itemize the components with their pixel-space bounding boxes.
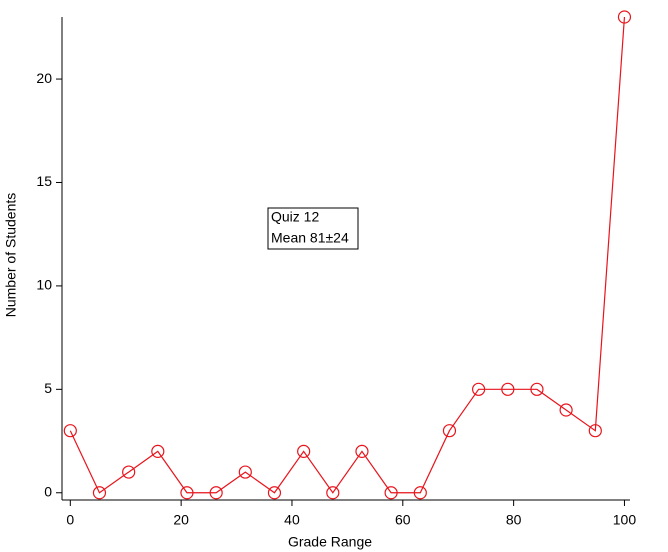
marker (151, 444, 165, 458)
marker (530, 382, 544, 396)
x-tick-label: 60 (395, 512, 411, 528)
y-axis-label: Number of Students (3, 193, 19, 318)
marker (501, 382, 515, 396)
marker (209, 486, 223, 500)
annotation: Mean 81±24 (271, 230, 349, 246)
marker (297, 444, 311, 458)
marker (559, 403, 573, 417)
y-tick-label: 15 (36, 173, 52, 189)
x-tick-label: 20 (173, 512, 189, 528)
y-tick-label: 5 (44, 380, 52, 396)
marker (472, 382, 486, 396)
annotation-box (267, 207, 359, 250)
marker (384, 486, 398, 500)
marker (180, 486, 194, 500)
x-axis-label: Grade Range (288, 534, 372, 550)
marker (413, 486, 427, 500)
marker (355, 444, 369, 458)
marker (326, 486, 340, 500)
marker (617, 10, 632, 24)
marker (442, 424, 457, 438)
y-tick-label: 0 (44, 483, 52, 499)
x-tick-label: 40 (284, 512, 300, 528)
annotation: Quiz 12 (271, 209, 319, 225)
x-tick-label: 0 (66, 512, 74, 528)
marker (267, 486, 282, 500)
marker (63, 424, 77, 438)
x-tick-label: 80 (506, 512, 522, 528)
x-tick-label: 100 (613, 512, 637, 528)
marker (122, 465, 136, 479)
marker (238, 465, 252, 479)
marker (588, 424, 602, 438)
marker (92, 486, 107, 500)
line (69, 16, 626, 494)
y-tick-label: 20 (36, 70, 52, 86)
y-tick-label: 10 (36, 277, 52, 293)
